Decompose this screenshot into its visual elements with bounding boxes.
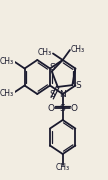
Text: CH₃: CH₃ xyxy=(56,163,70,172)
Text: CH₃: CH₃ xyxy=(71,44,85,53)
Text: CH₃: CH₃ xyxy=(38,48,52,57)
Text: CH₃: CH₃ xyxy=(0,89,14,98)
Text: O: O xyxy=(48,103,55,112)
Text: S: S xyxy=(49,63,55,72)
Text: S: S xyxy=(76,81,82,90)
Text: N: N xyxy=(59,89,66,98)
Text: O: O xyxy=(70,103,77,112)
Text: S: S xyxy=(60,103,66,112)
Text: S: S xyxy=(49,90,55,99)
Text: CH₃: CH₃ xyxy=(0,57,14,66)
